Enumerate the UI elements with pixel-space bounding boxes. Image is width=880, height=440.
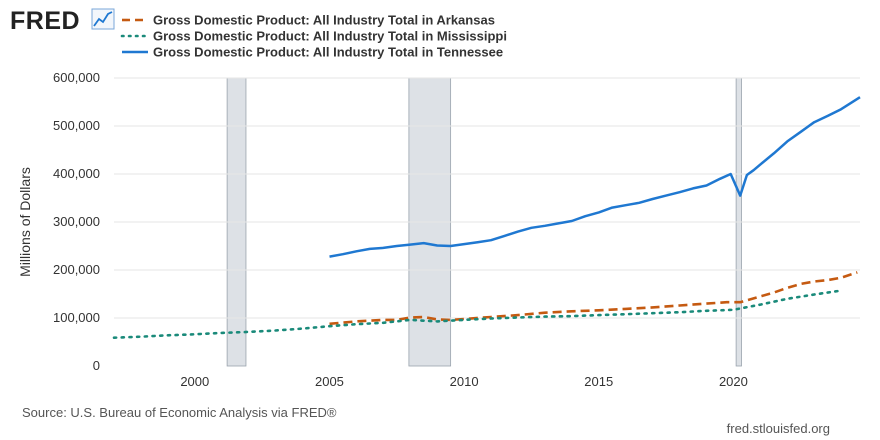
x-axis-tick-labels: 2000 2005 2010 2015 2020 [180,374,748,389]
x-tick-label: 2000 [180,374,209,389]
y-axis-title: Millions of Dollars [17,167,33,277]
y-tick-label: 500,000 [53,118,100,133]
source-note: Source: U.S. Bureau of Economic Analysis… [22,405,337,420]
gridlines [114,77,860,319]
legend-item[interactable]: Gross Domestic Product: All Industry Tot… [120,29,507,44]
x-tick-label: 2015 [584,374,613,389]
x-tick-label: 2010 [450,374,479,389]
fred-logo-text: FRED [10,7,80,35]
trend-line-icon [91,8,115,30]
fred-logo[interactable]: FRED [10,7,115,35]
series-lines [112,96,861,340]
legend-label: Gross Domestic Product: All Industry Tot… [153,13,495,28]
series-line-3[interactable] [329,96,861,258]
y-tick-label: 100,000 [53,310,100,325]
y-tick-label: 0 [93,358,100,373]
legend: Gross Domestic Product: All Industry Tot… [120,13,507,60]
y-tick-label: 200,000 [53,262,100,277]
legend-item[interactable]: Gross Domestic Product: All Industry Tot… [122,45,503,60]
x-tick-label: 2005 [315,374,344,389]
x-tick-label: 2020 [719,374,748,389]
source-url[interactable]: fred.stlouisfed.org [727,421,830,436]
series-line-2[interactable] [112,289,843,340]
series-line-1[interactable] [329,271,858,326]
y-tick-label: 300,000 [53,214,100,229]
y-tick-label: 400,000 [53,166,100,181]
legend-label: Gross Domestic Product: All Industry Tot… [153,45,503,60]
y-axis-tick-labels: 0 100,000 200,000 300,000 400,000 500,000 600,… [53,70,100,373]
legend-label: Gross Domestic Product: All Industry Tot… [153,29,507,44]
legend-item[interactable]: Gross Domestic Product: All Industry Tot… [122,13,495,28]
y-tick-label: 600,000 [53,70,100,85]
